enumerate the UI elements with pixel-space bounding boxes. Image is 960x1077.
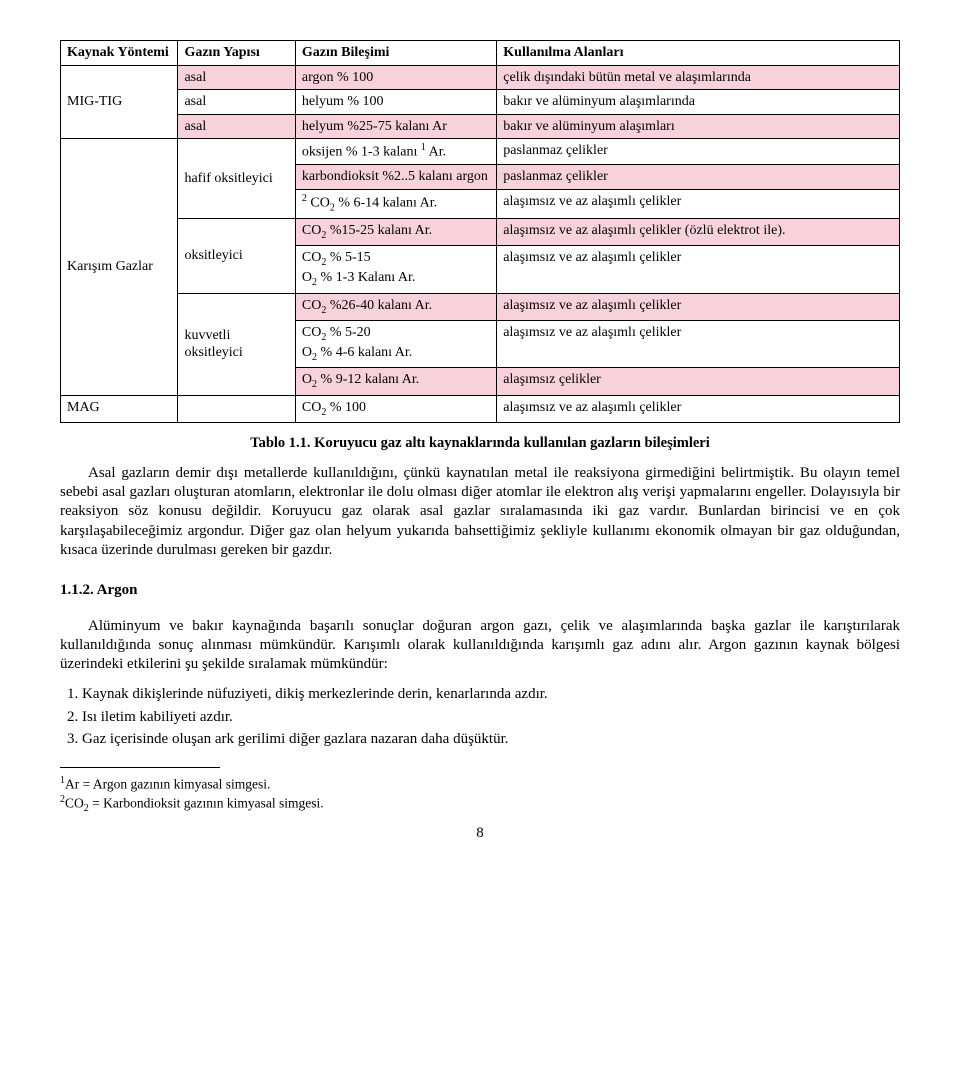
cell-r9c3: alaşımsız ve az alaşımlı çelikler <box>497 320 900 368</box>
gas-composition-table: Kaynak Yöntemi Gazın Yapısı Gazın Bileşi… <box>60 40 900 423</box>
cell-r11c3: alaşımsız ve az alaşımlı çelikler <box>497 395 900 422</box>
cell-mag-yapi <box>178 395 295 422</box>
effects-list: Kaynak dikişlerinde nüfuziyeti, dikiş me… <box>82 684 900 749</box>
cell-r9c2: CO2 % 5-20O2 % 4-6 kalanı Ar. <box>295 320 496 368</box>
cell-asal1: asal <box>178 65 295 90</box>
cell-r5c2: 2 CO2 % 6-14 kalanı Ar. <box>295 189 496 218</box>
cell-r2c2: helyum %25-75 kalanı Ar <box>295 114 496 139</box>
list-item: Kaynak dikişlerinde nüfuziyeti, dikiş me… <box>82 684 900 704</box>
cell-kuvvetli: kuvvetli oksitleyici <box>178 293 295 395</box>
cell-asal2: asal <box>178 90 295 115</box>
th-kaynak: Kaynak Yöntemi <box>61 41 178 66</box>
page-number: 8 <box>60 825 900 842</box>
cell-r1c3: bakır ve alüminyum alaşımlarında <box>497 90 900 115</box>
cell-r10c3: alaşımsız çelikler <box>497 368 900 395</box>
cell-r10c2: O2 % 9-12 kalanı Ar. <box>295 368 496 395</box>
cell-r0c2: argon % 100 <box>295 65 496 90</box>
cell-oksit: oksitleyici <box>178 218 295 293</box>
list-item: Gaz içerisinde oluşan ark gerilimi diğer… <box>82 729 900 749</box>
cell-r6c3: alaşımsız ve az alaşımlı çelikler (özlü … <box>497 218 900 245</box>
section-heading: 1.1.2. Argon <box>60 582 900 599</box>
th-bilesim: Gazın Bileşimi <box>295 41 496 66</box>
cell-r5c3: alaşımsız ve az alaşımlı çelikler <box>497 189 900 218</box>
cell-r8c2: CO2 %26-40 kalanı Ar. <box>295 293 496 320</box>
footnote-1: 1Ar = Argon gazının kimyasal simgesi. <box>60 774 900 793</box>
cell-r7c2: CO2 % 5-15O2 % 1-3 Kalanı Ar. <box>295 245 496 293</box>
cell-mag: MAG <box>61 395 178 422</box>
th-yapi: Gazın Yapısı <box>178 41 295 66</box>
cell-r1c2: helyum % 100 <box>295 90 496 115</box>
footnote-rule <box>60 767 220 768</box>
table-caption: Tablo 1.1. Koruyucu gaz altı kaynakların… <box>60 435 900 452</box>
list-item: Isı iletim kabiliyeti azdır. <box>82 707 900 727</box>
cell-asal3: asal <box>178 114 295 139</box>
paragraph-1: Asal gazların demir dışı metallerde kull… <box>60 464 900 560</box>
th-alan: Kullanılma Alanları <box>497 41 900 66</box>
cell-r0c3: çelik dışındaki bütün metal ve alaşımlar… <box>497 65 900 90</box>
paragraph-2: Alüminyum ve bakır kaynağında başarılı s… <box>60 617 900 675</box>
cell-migtig: MIG-TIG <box>61 65 178 139</box>
cell-r2c3: bakır ve alüminyum alaşımları <box>497 114 900 139</box>
cell-r7c3: alaşımsız ve az alaşımlı çelikler <box>497 245 900 293</box>
cell-r11c2: CO2 % 100 <box>295 395 496 422</box>
cell-karisim: Karışım Gazlar <box>61 139 178 396</box>
cell-r6c2: CO2 %15-25 kalanı Ar. <box>295 218 496 245</box>
cell-r3c2: oksijen % 1-3 kalanı 1 Ar. <box>295 139 496 165</box>
cell-r4c2: karbondioksit %2..5 kalanı argon <box>295 165 496 190</box>
cell-r3c3: paslanmaz çelikler <box>497 139 900 165</box>
cell-hafif: hafif oksitleyici <box>178 139 295 219</box>
footnote-2: 2CO2 = Karbondioksit gazının kimyasal si… <box>60 793 900 815</box>
cell-r4c3: paslanmaz çelikler <box>497 165 900 190</box>
cell-r8c3: alaşımsız ve az alaşımlı çelikler <box>497 293 900 320</box>
